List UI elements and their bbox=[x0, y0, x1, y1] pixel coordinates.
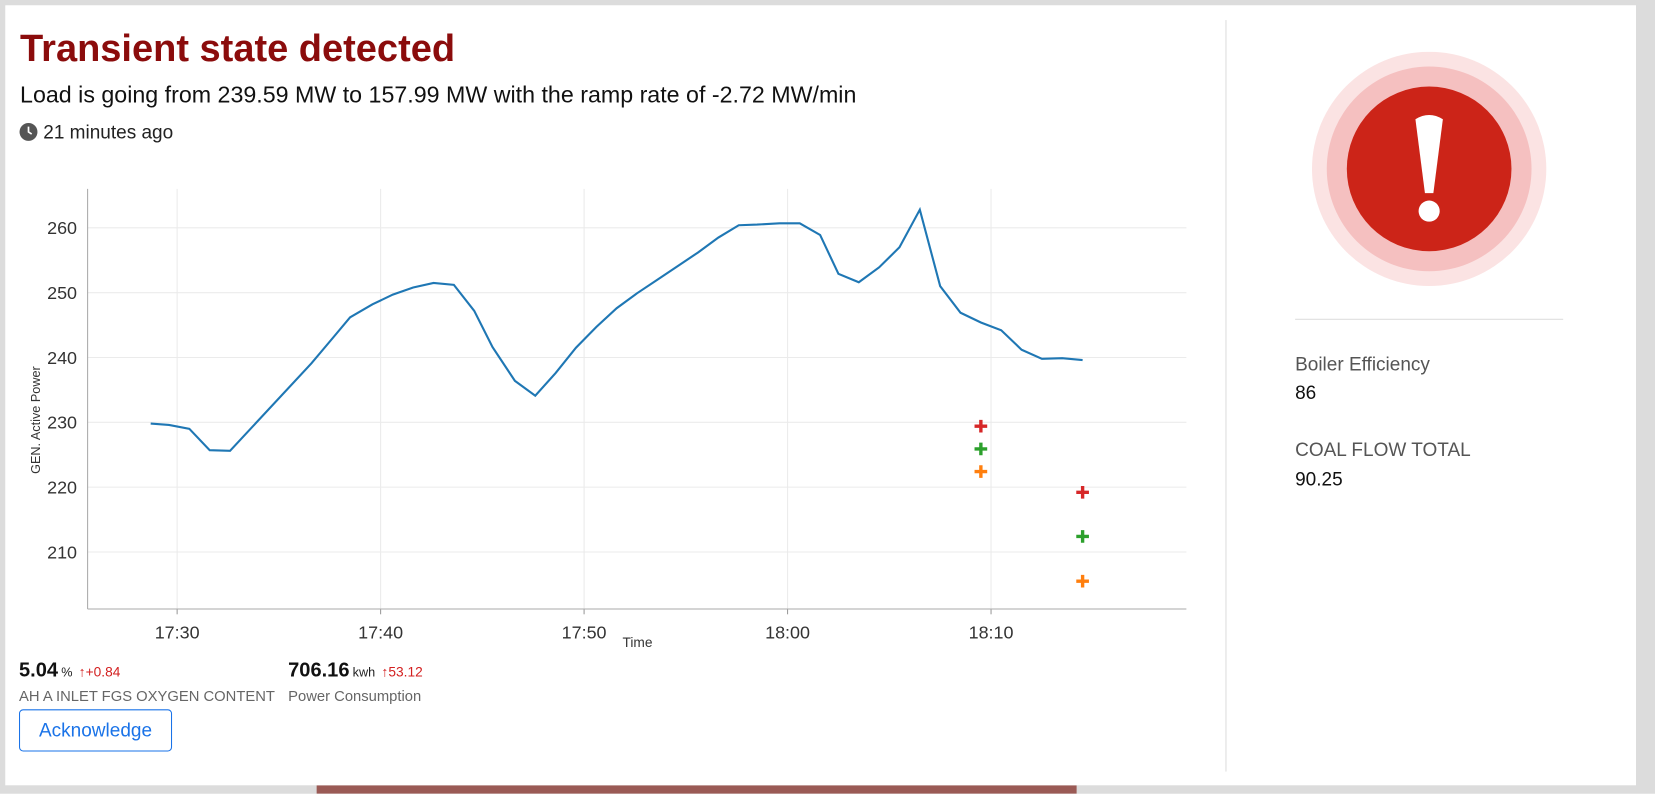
kpi-unit: % bbox=[61, 664, 73, 680]
kpi-change-value: +0.84 bbox=[85, 663, 121, 680]
kpi-label: Power Consumption bbox=[288, 687, 422, 705]
alert-icon bbox=[1311, 51, 1547, 287]
data-line bbox=[150, 206, 1083, 452]
plus-marker bbox=[1076, 530, 1089, 543]
metric-label: COAL FLOW TOTAL bbox=[1295, 439, 1471, 461]
kpi-change: ↑53.12 bbox=[381, 663, 423, 680]
kpi-label: AH A INLET FGS OXYGEN CONTENT bbox=[18, 687, 275, 705]
subtitle: Load is going from 239.59 MW to 157.99 M… bbox=[20, 81, 857, 108]
y-tick-label: 240 bbox=[47, 348, 77, 368]
background-bar bbox=[316, 785, 1077, 794]
title: Transient state detected bbox=[20, 26, 456, 70]
separator bbox=[1295, 318, 1564, 320]
kpi-value: 706.16 bbox=[288, 659, 350, 682]
kpi-unit: kwh bbox=[352, 664, 376, 680]
kpi: 706.16 kwh ↑53.12 bbox=[288, 660, 423, 683]
plus-marker bbox=[1076, 574, 1089, 588]
x-tick-label: 18:10 bbox=[969, 623, 1014, 643]
clock-icon bbox=[19, 122, 38, 141]
alert-modal: Transient state detected Load is going f… bbox=[5, 5, 1637, 786]
x-tick-label: 17:40 bbox=[358, 623, 403, 643]
kpi-change: ↑+0.84 bbox=[78, 663, 121, 680]
y-tick-label: 230 bbox=[47, 413, 77, 433]
chart: 210 220 230 240 250 260 17:30 17:40 17:50 18:00 18… bbox=[29, 188, 1187, 650]
kpi: 5.04% ↑+0.84 bbox=[19, 660, 120, 683]
divider bbox=[1225, 20, 1227, 772]
x-axis-label: Time bbox=[623, 635, 653, 650]
plus-marker bbox=[974, 442, 988, 456]
y-axis-label: GEN. Active Power bbox=[29, 366, 43, 474]
x-tick-label: 17:30 bbox=[155, 623, 200, 643]
acknowledge-button[interactable]: Acknowledge bbox=[18, 709, 173, 752]
kpi-change-value: 53.12 bbox=[388, 663, 423, 680]
metric-value: 86 bbox=[1295, 382, 1317, 404]
kpi-value: 5.04 bbox=[18, 659, 59, 682]
x-tick-label: 18:00 bbox=[765, 623, 810, 643]
plus-marker bbox=[974, 465, 988, 478]
metric-value: 90.25 bbox=[1295, 468, 1343, 490]
y-tick-label: 250 bbox=[47, 283, 77, 303]
y-tick-label: 260 bbox=[47, 218, 77, 238]
time-ago: 21 minutes ago bbox=[43, 121, 174, 143]
plus-marker bbox=[974, 419, 988, 433]
y-tick-label: 210 bbox=[47, 542, 77, 562]
plus-marker bbox=[1076, 485, 1089, 499]
x-tick-label: 17:50 bbox=[562, 623, 607, 643]
metric-label: Boiler Efficiency bbox=[1295, 353, 1430, 375]
y-tick-label: 220 bbox=[47, 477, 77, 497]
